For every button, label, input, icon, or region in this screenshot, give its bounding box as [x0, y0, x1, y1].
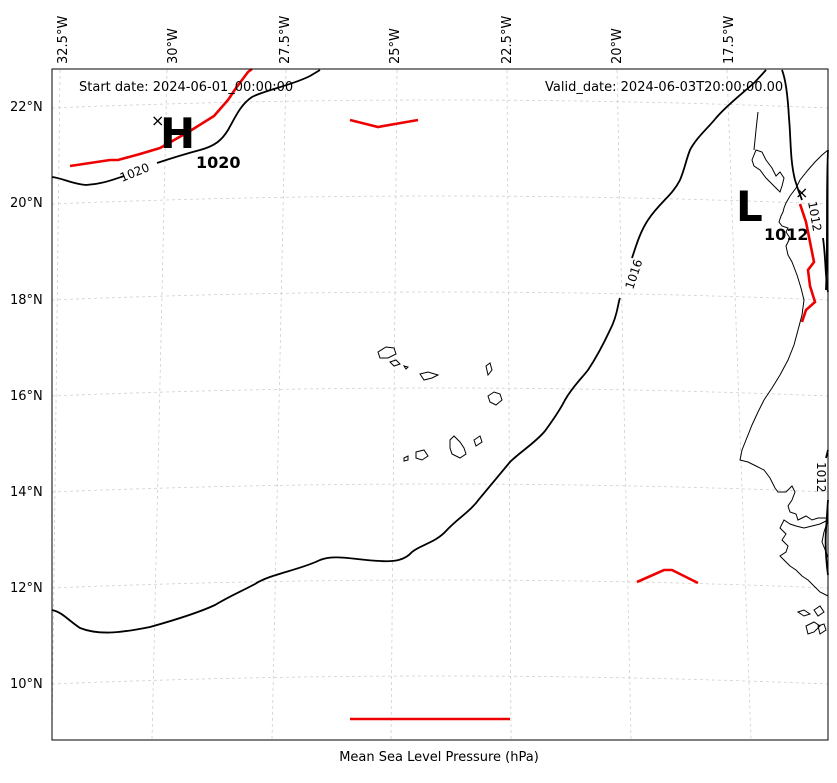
map-area: 1020 1016 1012 1012 × H 1020 × L 1012 St… [51, 67, 829, 741]
lat-label-12n: 12°N [10, 581, 43, 596]
meridian-27-5w [271, 69, 287, 741]
lat-label-18n: 18°N [10, 293, 43, 308]
island-santa-luzia [402, 365, 409, 370]
lon-label-25w: 25°W [388, 28, 403, 64]
island-sao-nicolau [419, 371, 440, 381]
fronts [69, 67, 817, 721]
lat-label-10n: 10°N [10, 677, 43, 692]
isobars [51, 69, 829, 634]
longitude-labels: 32.5°W 30°W 27.5°W 25°W 22.5°W 20°W 17.5… [56, 16, 737, 64]
parallel-14n [51, 483, 829, 493]
meridian-30w [151, 69, 168, 741]
contour-label-1016: 1016 [623, 258, 646, 291]
parallel-22n [51, 99, 829, 109]
cape-verde-islands [377, 346, 503, 462]
parallel-18n [51, 291, 829, 301]
parallel-10n [51, 675, 829, 685]
island-brava [403, 455, 409, 462]
high-pressure-value: 1020 [196, 153, 241, 172]
lon-label-22-5w: 22.5°W [500, 16, 515, 64]
isobar-1020 [51, 69, 321, 186]
lon-label-32-5w: 32.5°W [56, 16, 71, 64]
lat-label-22n: 22°N [10, 100, 43, 115]
front-segment-east-coast [798, 203, 817, 323]
valid-date: Valid_date: 2024-06-03T20:00:00.00 [545, 80, 783, 95]
map-caption: Mean Sea Level Pressure (hPa) [339, 750, 539, 765]
meridian-17-5w [726, 69, 752, 741]
lon-label-30w: 30°W [166, 28, 181, 64]
meridian-32-5w [51, 69, 61, 741]
high-pressure-letter: H [160, 109, 195, 158]
lon-label-27-5w: 27.5°W [278, 16, 293, 64]
low-pressure-letter: L [736, 182, 763, 231]
island-santo-antao [377, 346, 397, 359]
map-frame [51, 68, 829, 741]
contour-label-1012-upper: 1012 [805, 200, 824, 233]
lon-label-20w: 20°W [610, 28, 625, 64]
front-segment-north-central [349, 118, 419, 129]
meridian-25w [390, 69, 398, 741]
island-boa-vista [487, 391, 503, 406]
meridian-20w [616, 69, 632, 741]
isobar-1012-right [781, 69, 829, 293]
low-center-marker: × [795, 183, 808, 202]
island-maio [473, 435, 483, 447]
parallel-16n [51, 387, 829, 397]
lon-label-17-5w: 17.5°W [722, 16, 737, 64]
island-sao-vicente [389, 359, 401, 367]
lat-label-16n: 16°N [10, 389, 43, 404]
high-center-marker: × [151, 111, 164, 130]
low-pressure-system: × L 1012 [736, 182, 809, 244]
island-santiago [449, 435, 467, 459]
contour-label-1012-lower: 1012 [814, 462, 828, 493]
meridian-22-5w [506, 69, 512, 741]
low-pressure-value: 1012 [764, 225, 809, 244]
gridlines [51, 69, 829, 741]
island-fogo [415, 449, 429, 461]
front-segment-northwest [69, 67, 253, 168]
start-date: Start date: 2024-06-01_00:00:00 [79, 80, 293, 95]
lat-label-20n: 20°N [10, 196, 43, 211]
parallel-20n [51, 195, 829, 205]
contour-labels: 1020 1016 1012 1012 [118, 160, 828, 492]
front-segment-southeast [636, 568, 699, 585]
isobar-1016 [51, 69, 767, 634]
parallel-12n [51, 579, 829, 589]
contour-label-1020: 1020 [118, 160, 152, 184]
island-sal [485, 362, 493, 377]
lat-label-14n: 14°N [10, 485, 43, 500]
high-pressure-system: × H 1020 [151, 109, 241, 172]
latitude-labels: 22°N 20°N 18°N 16°N 14°N 12°N 10°N [10, 100, 43, 692]
